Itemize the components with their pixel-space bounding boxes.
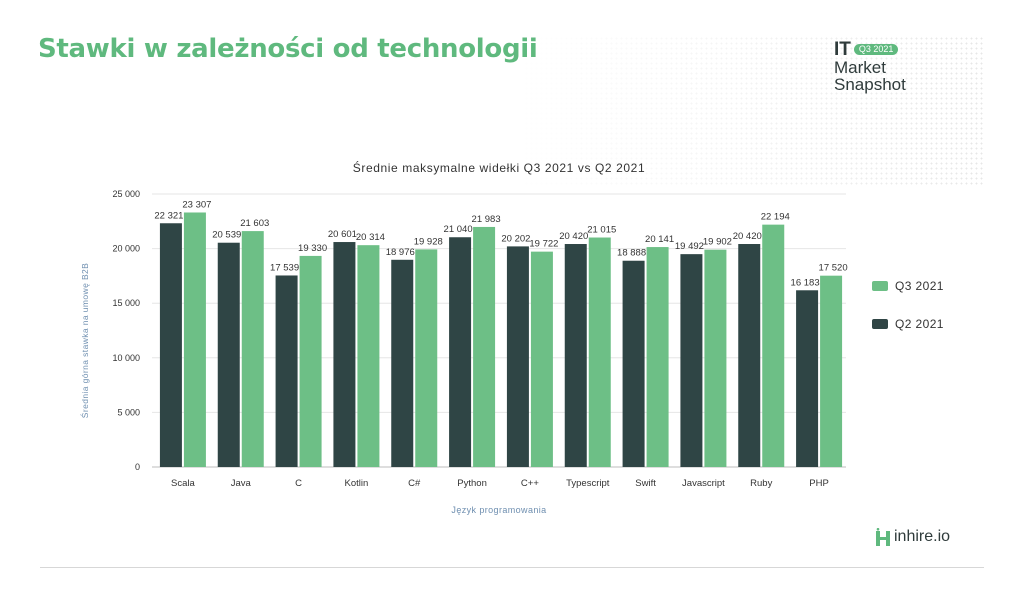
- x-tick-label: Kotlin: [345, 478, 369, 489]
- data-label-q2-2021: 19 492: [675, 241, 704, 252]
- data-label-q3-2021: 19 330: [298, 243, 327, 254]
- dot-pattern-decoration: [514, 36, 984, 186]
- bar-q3-2021: [704, 249, 727, 467]
- bar-q2-2021: [275, 275, 298, 467]
- data-label-q2-2021: 22 321: [154, 210, 183, 221]
- bar-q3-2021: [820, 275, 843, 467]
- y-tick-label: 25 000: [112, 189, 140, 199]
- data-label-q2-2021: 20 539: [212, 230, 241, 241]
- bar-q2-2021: [449, 237, 472, 467]
- brand-line-snapshot: Snapshot: [834, 75, 906, 94]
- bar-q2-2021: [738, 244, 761, 467]
- page-title: Stawki w zależności od technologii: [38, 34, 538, 64]
- y-tick-label: 10 000: [112, 353, 140, 363]
- bar-q3-2021: [299, 255, 322, 467]
- data-label-q3-2021: 21 015: [587, 225, 616, 236]
- bar-q2-2021: [564, 244, 587, 467]
- legend-label: Q3 2021: [895, 279, 944, 293]
- bar-q3-2021: [762, 224, 785, 467]
- x-tick-label: PHP: [809, 478, 829, 489]
- bar-q2-2021: [391, 259, 414, 467]
- x-tick-label: Swift: [635, 478, 656, 489]
- bar-q3-2021: [241, 231, 264, 467]
- y-tick-label: 0: [135, 462, 140, 472]
- x-axis-label: Język programowania: [451, 505, 546, 515]
- data-label-q2-2021: 21 040: [444, 224, 473, 235]
- bar-q3-2021: [646, 247, 669, 467]
- data-label-q3-2021: 19 902: [703, 237, 732, 248]
- brand-quarter-badge: Q3 2021: [853, 44, 899, 55]
- brand-line-market: Market: [834, 58, 886, 77]
- y-tick-label: 15 000: [112, 298, 140, 308]
- bar-q3-2021: [473, 226, 496, 467]
- bar-q3-2021: [415, 249, 438, 467]
- x-tick-label: Ruby: [750, 478, 772, 489]
- legend-label: Q2 2021: [895, 317, 944, 331]
- data-label-q2-2021: 18 976: [386, 247, 415, 258]
- data-label-q3-2021: 20 314: [356, 232, 385, 243]
- y-tick-label: 20 000: [112, 244, 140, 254]
- brand-it: IT: [834, 39, 851, 60]
- chart-title: Średnie maksymalne widełki Q3 2021 vs Q2…: [353, 160, 645, 175]
- x-tick-label: Python: [457, 478, 487, 489]
- inhire-logo-icon: [876, 528, 890, 546]
- bar-q2-2021: [217, 242, 240, 467]
- x-tick-label: C: [295, 478, 302, 489]
- bar-q2-2021: [506, 246, 529, 467]
- data-label-q3-2021: 22 194: [761, 212, 790, 223]
- data-label-q2-2021: 20 420: [733, 231, 762, 242]
- it-market-snapshot-brand: IT Q3 2021 Market Snapshot: [834, 40, 906, 93]
- bar-q3-2021: [183, 212, 206, 467]
- footer-divider: [40, 567, 984, 568]
- inhire-logo-text: inhire.io: [894, 528, 951, 545]
- bar-q2-2021: [159, 223, 182, 467]
- bar-q3-2021: [357, 245, 380, 467]
- data-label-q2-2021: 18 888: [617, 248, 646, 259]
- data-label-q3-2021: 23 307: [182, 199, 211, 210]
- data-label-q3-2021: 21 603: [240, 218, 269, 229]
- data-label-q3-2021: 19 928: [414, 236, 443, 247]
- x-tick-label: C#: [408, 478, 421, 489]
- data-label-q2-2021: 20 601: [328, 229, 357, 240]
- data-label-q2-2021: 17 539: [270, 262, 299, 273]
- bar-q2-2021: [333, 242, 356, 467]
- bar-q3-2021: [530, 251, 553, 467]
- x-tick-label: C++: [521, 478, 539, 489]
- x-tick-label: Java: [231, 478, 252, 489]
- legend-swatch: [872, 281, 888, 291]
- data-label-q3-2021: 20 141: [645, 234, 674, 245]
- bar-q2-2021: [680, 254, 703, 467]
- data-label-q2-2021: 16 183: [791, 277, 820, 288]
- legend-swatch: [872, 319, 888, 329]
- data-label-q2-2021: 20 202: [501, 233, 530, 244]
- y-tick-label: 5 000: [117, 407, 140, 417]
- inhire-logo: inhire.io: [876, 528, 950, 546]
- data-label-q3-2021: 21 983: [472, 214, 501, 225]
- bar-q2-2021: [796, 290, 819, 467]
- data-label-q3-2021: 19 722: [529, 239, 558, 250]
- bar-q2-2021: [622, 260, 645, 467]
- x-tick-label: Typescript: [566, 478, 610, 489]
- data-label-q2-2021: 20 420: [559, 231, 588, 242]
- x-tick-label: Javascript: [682, 478, 725, 489]
- bar-q3-2021: [588, 237, 611, 467]
- x-tick-label: Scala: [171, 478, 195, 489]
- y-axis-label: Średnia górna stawka na umowę B2B: [79, 263, 90, 418]
- data-label-q3-2021: 17 520: [819, 263, 848, 274]
